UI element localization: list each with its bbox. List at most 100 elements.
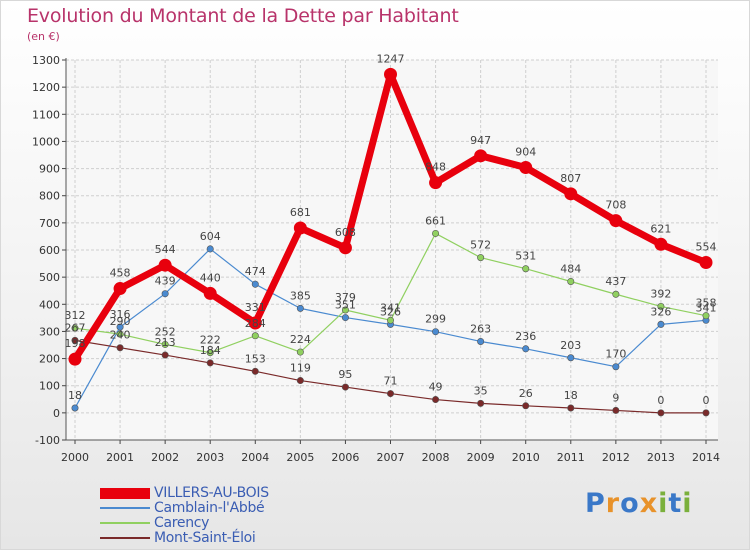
legend-item: Carency [100,515,360,531]
data-label: 213 [155,336,176,349]
data-label: 203 [560,339,581,352]
x-tick-label: 2011 [557,451,585,464]
data-point [432,396,440,404]
data-point [386,390,394,398]
data-point [522,402,530,410]
data-label: 554 [696,240,717,253]
x-tick-label: 2002 [151,451,179,464]
logo-letter: t [668,488,683,519]
data-label: 284 [245,317,266,330]
data-point [567,277,575,285]
data-label: 119 [290,362,311,375]
data-point [477,254,485,262]
data-label: 71 [384,375,398,388]
data-point [251,367,259,375]
series-2 [71,229,710,357]
data-label: 35 [474,384,488,397]
y-tick-label: 0 [53,407,60,420]
data-label: 474 [245,265,266,278]
data-point [609,214,623,228]
data-label: 49 [429,381,443,394]
data-point [702,409,710,417]
x-tick-label: 2005 [286,451,314,464]
data-label: 484 [560,262,581,275]
data-label: 95 [338,368,352,381]
x-tick-label: 2004 [241,451,269,464]
data-point [251,332,259,340]
data-label: 708 [605,199,626,212]
y-tick-label: 200 [39,353,60,366]
data-label: 316 [110,308,131,321]
logo-letter: x [639,488,659,519]
legend-swatch [100,488,150,499]
data-point [206,359,214,367]
data-point [429,176,443,190]
data-point [251,280,259,288]
x-tick-label: 2000 [61,451,89,464]
data-point [474,149,488,163]
legend-swatch [100,522,150,524]
legend-swatch [100,537,150,539]
data-point [296,304,304,312]
data-point [248,316,262,330]
data-point [203,286,217,300]
legend-label: VILLERS-AU-BOIS [154,485,269,501]
data-point [384,67,397,81]
data-point [71,324,79,332]
data-label: 222 [200,334,221,347]
data-label: 904 [515,145,536,158]
y-tick-label: 1200 [32,81,60,94]
legend-item: Mont-Saint-Éloi [100,530,360,546]
data-label: 608 [335,226,356,239]
data-label: 252 [155,325,176,338]
data-label: 358 [696,297,717,310]
data-label: 326 [380,305,401,318]
data-point [477,399,485,407]
legend-item: VILLERS-AU-BOIS [100,485,360,501]
series-0 [68,67,713,366]
data-label: 848 [425,161,446,174]
x-tick-label: 2007 [377,451,405,464]
data-label: 681 [290,206,311,219]
data-point [702,312,710,320]
logo-letter: P [585,488,606,519]
data-point [612,406,620,414]
legend-label: Camblain-l'Abbé [154,500,265,516]
data-label: 236 [515,330,536,343]
data-point [113,282,127,296]
data-label: 437 [605,275,626,288]
data-point [699,255,713,269]
data-point [341,306,349,314]
legend-swatch [100,507,150,509]
y-tick-label: 700 [39,217,60,230]
data-point [68,352,82,366]
data-point [657,409,665,417]
y-tick-label: 400 [39,298,60,311]
data-label: 1247 [377,52,405,65]
data-point [612,363,620,371]
logo-letter: i [658,488,669,519]
data-label: 331 [245,301,266,314]
data-point [567,404,575,412]
y-tick-label: 1000 [32,135,60,148]
chart-title: Evolution du Montant de la Dette par Hab… [27,5,459,27]
data-label: 604 [200,230,221,243]
logo-letter: r [605,488,621,519]
data-label: 544 [155,243,176,256]
legend-item: Camblain-l'Abbé [100,500,360,516]
data-label: 531 [515,250,536,263]
data-point [116,330,124,338]
x-tick-label: 2006 [331,451,359,464]
data-point [612,290,620,298]
data-point [657,302,665,310]
data-label: 267 [65,321,86,334]
data-label: 661 [425,214,446,227]
data-label: 0 [657,394,664,407]
data-point [386,316,394,324]
proxiti-logo: Proxiti [585,488,693,519]
data-point [161,290,169,298]
data-label: 0 [703,394,710,407]
x-tick-label: 2013 [647,451,675,464]
data-point [161,340,169,348]
